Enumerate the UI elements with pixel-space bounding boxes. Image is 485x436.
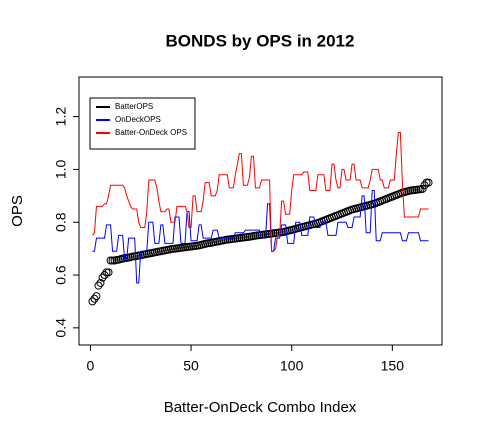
legend-label: BatterOPS xyxy=(115,102,153,111)
x-tick-label: 50 xyxy=(183,358,199,374)
plot-box xyxy=(78,76,443,346)
point xyxy=(88,297,97,306)
point xyxy=(94,281,103,290)
point xyxy=(104,268,113,277)
chart-title: BONDS by OPS in 2012 xyxy=(166,31,355,50)
legend-label: OnDeckOPS xyxy=(115,115,161,124)
y-tick-label: 1.0 xyxy=(53,159,69,179)
series-line xyxy=(92,190,429,284)
x-tick-label: 150 xyxy=(381,358,405,374)
x-tick-label: 100 xyxy=(280,358,304,374)
point xyxy=(90,294,99,303)
point xyxy=(92,292,101,301)
legend-label: Batter-OnDeck OPS xyxy=(115,128,187,137)
series-line xyxy=(92,131,429,252)
point xyxy=(108,256,117,265)
point xyxy=(96,278,105,287)
point xyxy=(98,273,107,282)
y-tick-label: 0.8 xyxy=(53,212,69,232)
point xyxy=(106,256,115,265)
x-axis-label: Batter-OnDeck Combo Index xyxy=(164,399,357,416)
y-tick-label: 0.6 xyxy=(53,265,69,285)
x-tick-label: 0 xyxy=(87,358,95,374)
y-tick-label: 0.4 xyxy=(53,318,69,338)
y-tick-label: 1.2 xyxy=(53,107,69,127)
y-axis-label: OPS xyxy=(9,195,26,227)
point xyxy=(102,268,111,277)
point xyxy=(100,271,109,280)
point xyxy=(420,181,429,190)
point xyxy=(422,178,431,187)
point xyxy=(424,178,433,187)
